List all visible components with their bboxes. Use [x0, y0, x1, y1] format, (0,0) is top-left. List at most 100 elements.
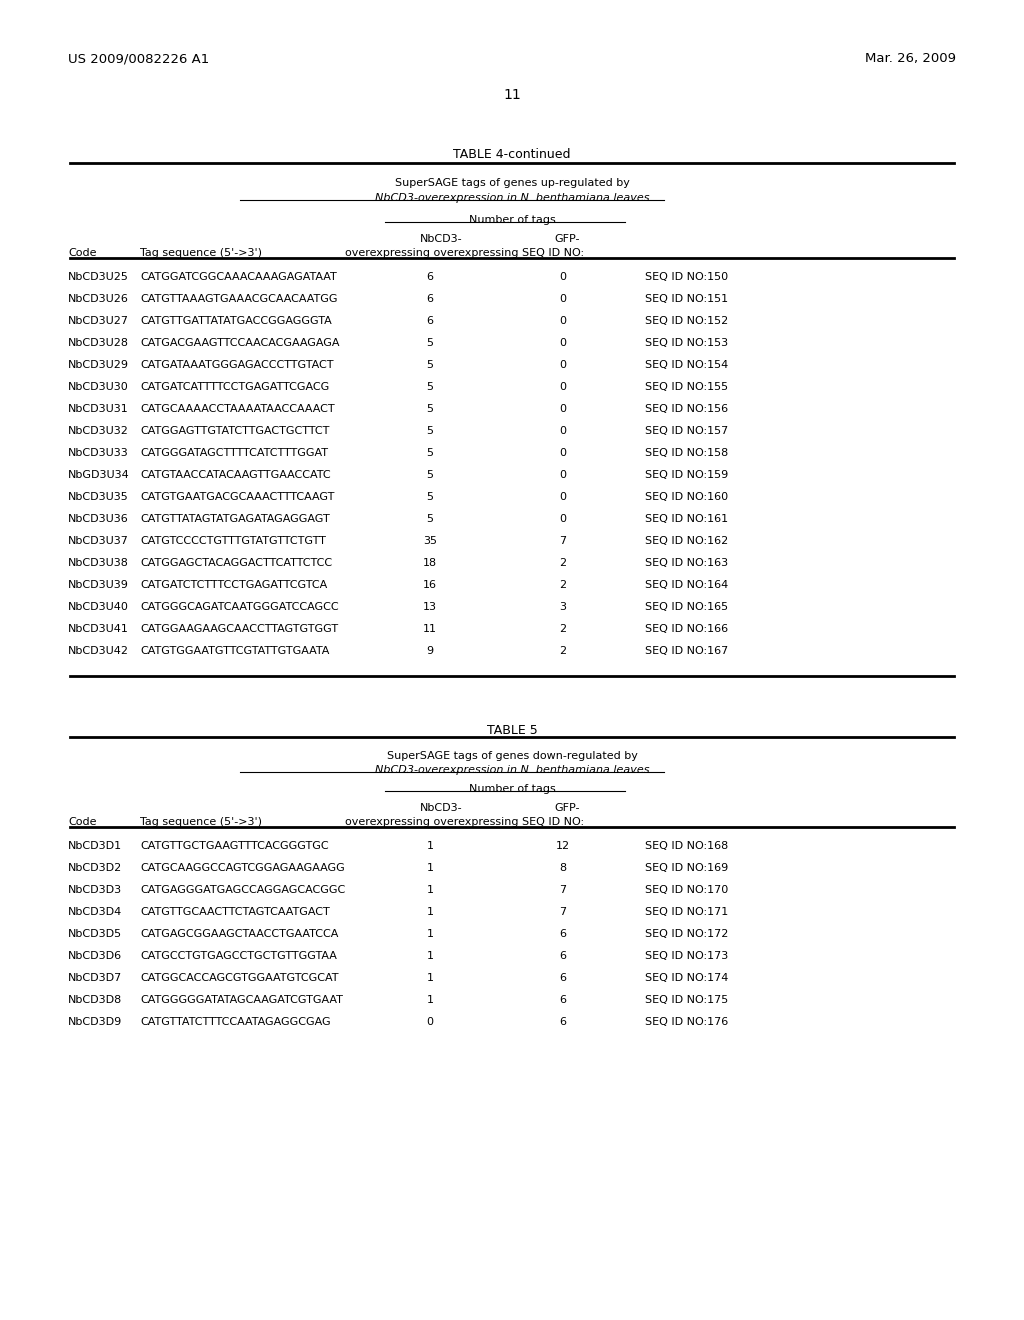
Text: 0: 0	[559, 447, 566, 458]
Text: CATGTCCCCTGTTTGTATGTTCTGTT: CATGTCCCCTGTTTGTATGTTCTGTT	[140, 536, 326, 546]
Text: SuperSAGE tags of genes up-regulated by: SuperSAGE tags of genes up-regulated by	[394, 178, 630, 187]
Text: SEQ ID NO:172: SEQ ID NO:172	[645, 929, 728, 939]
Text: 5: 5	[427, 492, 433, 502]
Text: Tag sequence (5'->3'): Tag sequence (5'->3')	[140, 817, 262, 828]
Text: NbCD3U35: NbCD3U35	[68, 492, 129, 502]
Text: TABLE 4-continued: TABLE 4-continued	[454, 148, 570, 161]
Text: SEQ ID NO:163: SEQ ID NO:163	[645, 558, 728, 568]
Text: 5: 5	[427, 404, 433, 414]
Text: 0: 0	[559, 272, 566, 282]
Text: 1: 1	[427, 863, 433, 873]
Text: NbCD3U36: NbCD3U36	[68, 513, 129, 524]
Text: 12: 12	[556, 841, 570, 851]
Text: 5: 5	[427, 381, 433, 392]
Text: overexpressing overexpressing SEQ ID NO:: overexpressing overexpressing SEQ ID NO:	[345, 248, 584, 257]
Text: NbCD3U26: NbCD3U26	[68, 294, 129, 304]
Text: 2: 2	[559, 558, 566, 568]
Text: 2: 2	[559, 624, 566, 634]
Text: 0: 0	[559, 470, 566, 480]
Text: NbCD3D6: NbCD3D6	[68, 950, 122, 961]
Text: US 2009/0082226 A1: US 2009/0082226 A1	[68, 51, 209, 65]
Text: SEQ ID NO:174: SEQ ID NO:174	[645, 973, 728, 983]
Text: Mar. 26, 2009: Mar. 26, 2009	[865, 51, 956, 65]
Text: 2: 2	[559, 645, 566, 656]
Text: 7: 7	[559, 884, 566, 895]
Text: CATGATAAATGGGAGACCCTTGTACT: CATGATAAATGGGAGACCCTTGTACT	[140, 360, 334, 370]
Text: 6: 6	[559, 1016, 566, 1027]
Text: CATGTGAATGACGCAAACTTTCAAGT: CATGTGAATGACGCAAACTTTCAAGT	[140, 492, 335, 502]
Text: 0: 0	[559, 492, 566, 502]
Text: SEQ ID NO:150: SEQ ID NO:150	[645, 272, 728, 282]
Text: SEQ ID NO:173: SEQ ID NO:173	[645, 950, 728, 961]
Text: 0: 0	[559, 381, 566, 392]
Text: 2: 2	[559, 579, 566, 590]
Text: SEQ ID NO:170: SEQ ID NO:170	[645, 884, 728, 895]
Text: 0: 0	[559, 513, 566, 524]
Text: 1: 1	[427, 995, 433, 1005]
Text: 11: 11	[503, 88, 521, 102]
Text: GFP-: GFP-	[554, 234, 580, 244]
Text: overexpressing overexpressing SEQ ID NO:: overexpressing overexpressing SEQ ID NO:	[345, 817, 584, 828]
Text: SEQ ID NO:159: SEQ ID NO:159	[645, 470, 728, 480]
Text: 1: 1	[427, 841, 433, 851]
Text: CATGACGAAGTTCCAACACGAAGAGA: CATGACGAAGTTCCAACACGAAGAGA	[140, 338, 340, 348]
Text: SEQ ID NO:157: SEQ ID NO:157	[645, 426, 728, 436]
Text: NbCD3D9: NbCD3D9	[68, 1016, 122, 1027]
Text: 6: 6	[427, 272, 433, 282]
Text: CATGGATCGGCAAACAAAGAGATAAT: CATGGATCGGCAAACAAAGAGATAAT	[140, 272, 337, 282]
Text: 0: 0	[559, 338, 566, 348]
Text: SEQ ID NO:161: SEQ ID NO:161	[645, 513, 728, 524]
Text: NbCD3U25: NbCD3U25	[68, 272, 129, 282]
Text: CATGTTATAGTATGAGATAGAGGAGT: CATGTTATAGTATGAGATAGAGGAGT	[140, 513, 330, 524]
Text: NbCD3-: NbCD3-	[420, 803, 463, 813]
Text: 0: 0	[559, 426, 566, 436]
Text: NbCD3-: NbCD3-	[420, 234, 463, 244]
Text: NbCD3U32: NbCD3U32	[68, 426, 129, 436]
Text: CATGGGGGATATAGCAAGATCGTGAAT: CATGGGGGATATAGCAAGATCGTGAAT	[140, 995, 343, 1005]
Text: 5: 5	[427, 470, 433, 480]
Text: CATGAGGGATGAGCCAGGAGCACGGC: CATGAGGGATGAGCCAGGAGCACGGC	[140, 884, 345, 895]
Text: 6: 6	[559, 929, 566, 939]
Text: TABLE 5: TABLE 5	[486, 723, 538, 737]
Text: NbCD3U29: NbCD3U29	[68, 360, 129, 370]
Text: SEQ ID NO:176: SEQ ID NO:176	[645, 1016, 728, 1027]
Text: NbCD3-overexpression in N. benthamiana leaves: NbCD3-overexpression in N. benthamiana l…	[375, 193, 649, 203]
Text: NbCD3U40: NbCD3U40	[68, 602, 129, 612]
Text: 8: 8	[559, 863, 566, 873]
Text: 35: 35	[423, 536, 437, 546]
Text: NbCD3U27: NbCD3U27	[68, 315, 129, 326]
Text: 1: 1	[427, 929, 433, 939]
Text: NbCD3U38: NbCD3U38	[68, 558, 129, 568]
Text: NbCD3U39: NbCD3U39	[68, 579, 129, 590]
Text: 1: 1	[427, 950, 433, 961]
Text: 1: 1	[427, 973, 433, 983]
Text: 6: 6	[559, 973, 566, 983]
Text: SEQ ID NO:153: SEQ ID NO:153	[645, 338, 728, 348]
Text: SuperSAGE tags of genes down-regulated by: SuperSAGE tags of genes down-regulated b…	[387, 751, 637, 762]
Text: NbCD3D1: NbCD3D1	[68, 841, 122, 851]
Text: 11: 11	[423, 624, 437, 634]
Text: NbCD3-overexpression in N. benthamiana leaves: NbCD3-overexpression in N. benthamiana l…	[375, 766, 649, 775]
Text: SEQ ID NO:171: SEQ ID NO:171	[645, 907, 728, 917]
Text: CATGGGCAGATCAATGGGATCCAGCC: CATGGGCAGATCAATGGGATCCAGCC	[140, 602, 339, 612]
Text: CATGTTGCTGAAGTTTCACGGGTGC: CATGTTGCTGAAGTTTCACGGGTGC	[140, 841, 329, 851]
Text: 0: 0	[559, 360, 566, 370]
Text: SEQ ID NO:152: SEQ ID NO:152	[645, 315, 728, 326]
Text: CATGCCTGTGAGCCTGCTGTTGGTAA: CATGCCTGTGAGCCTGCTGTTGGTAA	[140, 950, 337, 961]
Text: 7: 7	[559, 536, 566, 546]
Text: NbCD3D8: NbCD3D8	[68, 995, 122, 1005]
Text: SEQ ID NO:168: SEQ ID NO:168	[645, 841, 728, 851]
Text: 18: 18	[423, 558, 437, 568]
Text: 0: 0	[559, 315, 566, 326]
Text: 0: 0	[559, 404, 566, 414]
Text: SEQ ID NO:151: SEQ ID NO:151	[645, 294, 728, 304]
Text: 1: 1	[427, 884, 433, 895]
Text: CATGATCATTTTCCTGAGATTCGACG: CATGATCATTTTCCTGAGATTCGACG	[140, 381, 330, 392]
Text: Code: Code	[68, 248, 96, 257]
Text: SEQ ID NO:165: SEQ ID NO:165	[645, 602, 728, 612]
Text: SEQ ID NO:160: SEQ ID NO:160	[645, 492, 728, 502]
Text: CATGGAAGAAGCAACCTTAGTGTGGT: CATGGAAGAAGCAACCTTAGTGTGGT	[140, 624, 338, 634]
Text: CATGAGCGGAAGCTAACCTGAATCCA: CATGAGCGGAAGCTAACCTGAATCCA	[140, 929, 338, 939]
Text: 9: 9	[426, 645, 433, 656]
Text: CATGATCTCTTTCCTGAGATTCGTCA: CATGATCTCTTTCCTGAGATTCGTCA	[140, 579, 328, 590]
